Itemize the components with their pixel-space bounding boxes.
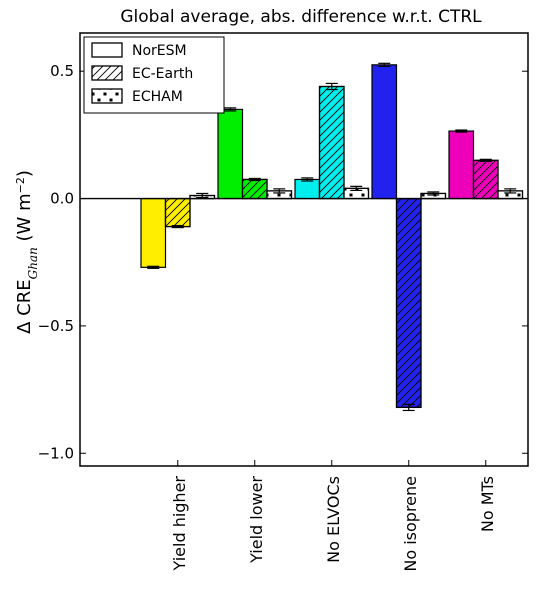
ticks-layer: 0.5 0.0 −0.5 −1.0 Yield higher Yield lower No … <box>38 62 528 572</box>
legend-label-ecearth: EC-Earth <box>132 66 193 82</box>
y-tick-label: −0.5 <box>38 317 74 335</box>
bars-layer <box>140 62 524 412</box>
y-axis-label-subscript: Ghan <box>26 247 40 279</box>
y-tick-label: −1.0 <box>38 444 74 462</box>
y-tick-label: 0.5 <box>50 62 74 80</box>
x-category-label-yield-higher: Yield higher <box>170 476 189 572</box>
y-axis-label-unit-close: ) <box>14 170 35 177</box>
y-tick-label: 0.0 <box>50 190 74 208</box>
legend-swatch-noresm <box>91 42 123 58</box>
y-axis-label: Δ CREGhan (W m−2) <box>14 170 41 334</box>
plot-frame <box>79 32 529 467</box>
bar-hatch-no-isoprene-ec-earth <box>395 197 422 409</box>
legend-label-noresm: NorESM <box>132 43 187 59</box>
bar-no-mts-noresm <box>448 130 475 200</box>
bar-yield-higher-noresm <box>140 197 167 268</box>
bar-hatch-no-elvocs-ec-earth <box>318 85 345 200</box>
bar-no-isoprene-noresm <box>371 64 398 200</box>
y-axis-label-unit-exponent: −2 <box>14 177 27 193</box>
bar-no-elvocs-noresm <box>294 178 321 200</box>
x-category-label-no-elvocs: No ELVOCs <box>324 476 343 563</box>
chart-title: Global average, abs. difference w.r.t. C… <box>120 7 482 27</box>
bar-hatch-no-mts-ec-earth <box>472 159 499 200</box>
x-category-label-yield-lower: Yield lower <box>247 476 266 564</box>
legend-label-echam: ECHAM <box>132 89 183 105</box>
legend-swatch-echam <box>91 88 123 104</box>
bar-yield-lower-noresm <box>217 108 244 200</box>
x-category-label-no-mts: No MTs <box>478 476 497 532</box>
y-axis-label-unit-open: (W m <box>14 193 35 247</box>
y-axis-label-main: Δ CRE <box>14 279 35 333</box>
bar-hatch-yield-lower-ec-earth <box>241 178 268 200</box>
legend-swatch-ecearth <box>91 65 123 81</box>
legend: NorESM EC-Earth ECHAM <box>83 36 225 114</box>
svg-text:Δ CREGhan (W m−2): Δ CREGhan (W m−2) <box>14 170 41 334</box>
x-category-label-no-isoprene: No isoprene <box>401 476 420 572</box>
bar-hatch-yield-higher-ec-earth <box>164 197 191 228</box>
